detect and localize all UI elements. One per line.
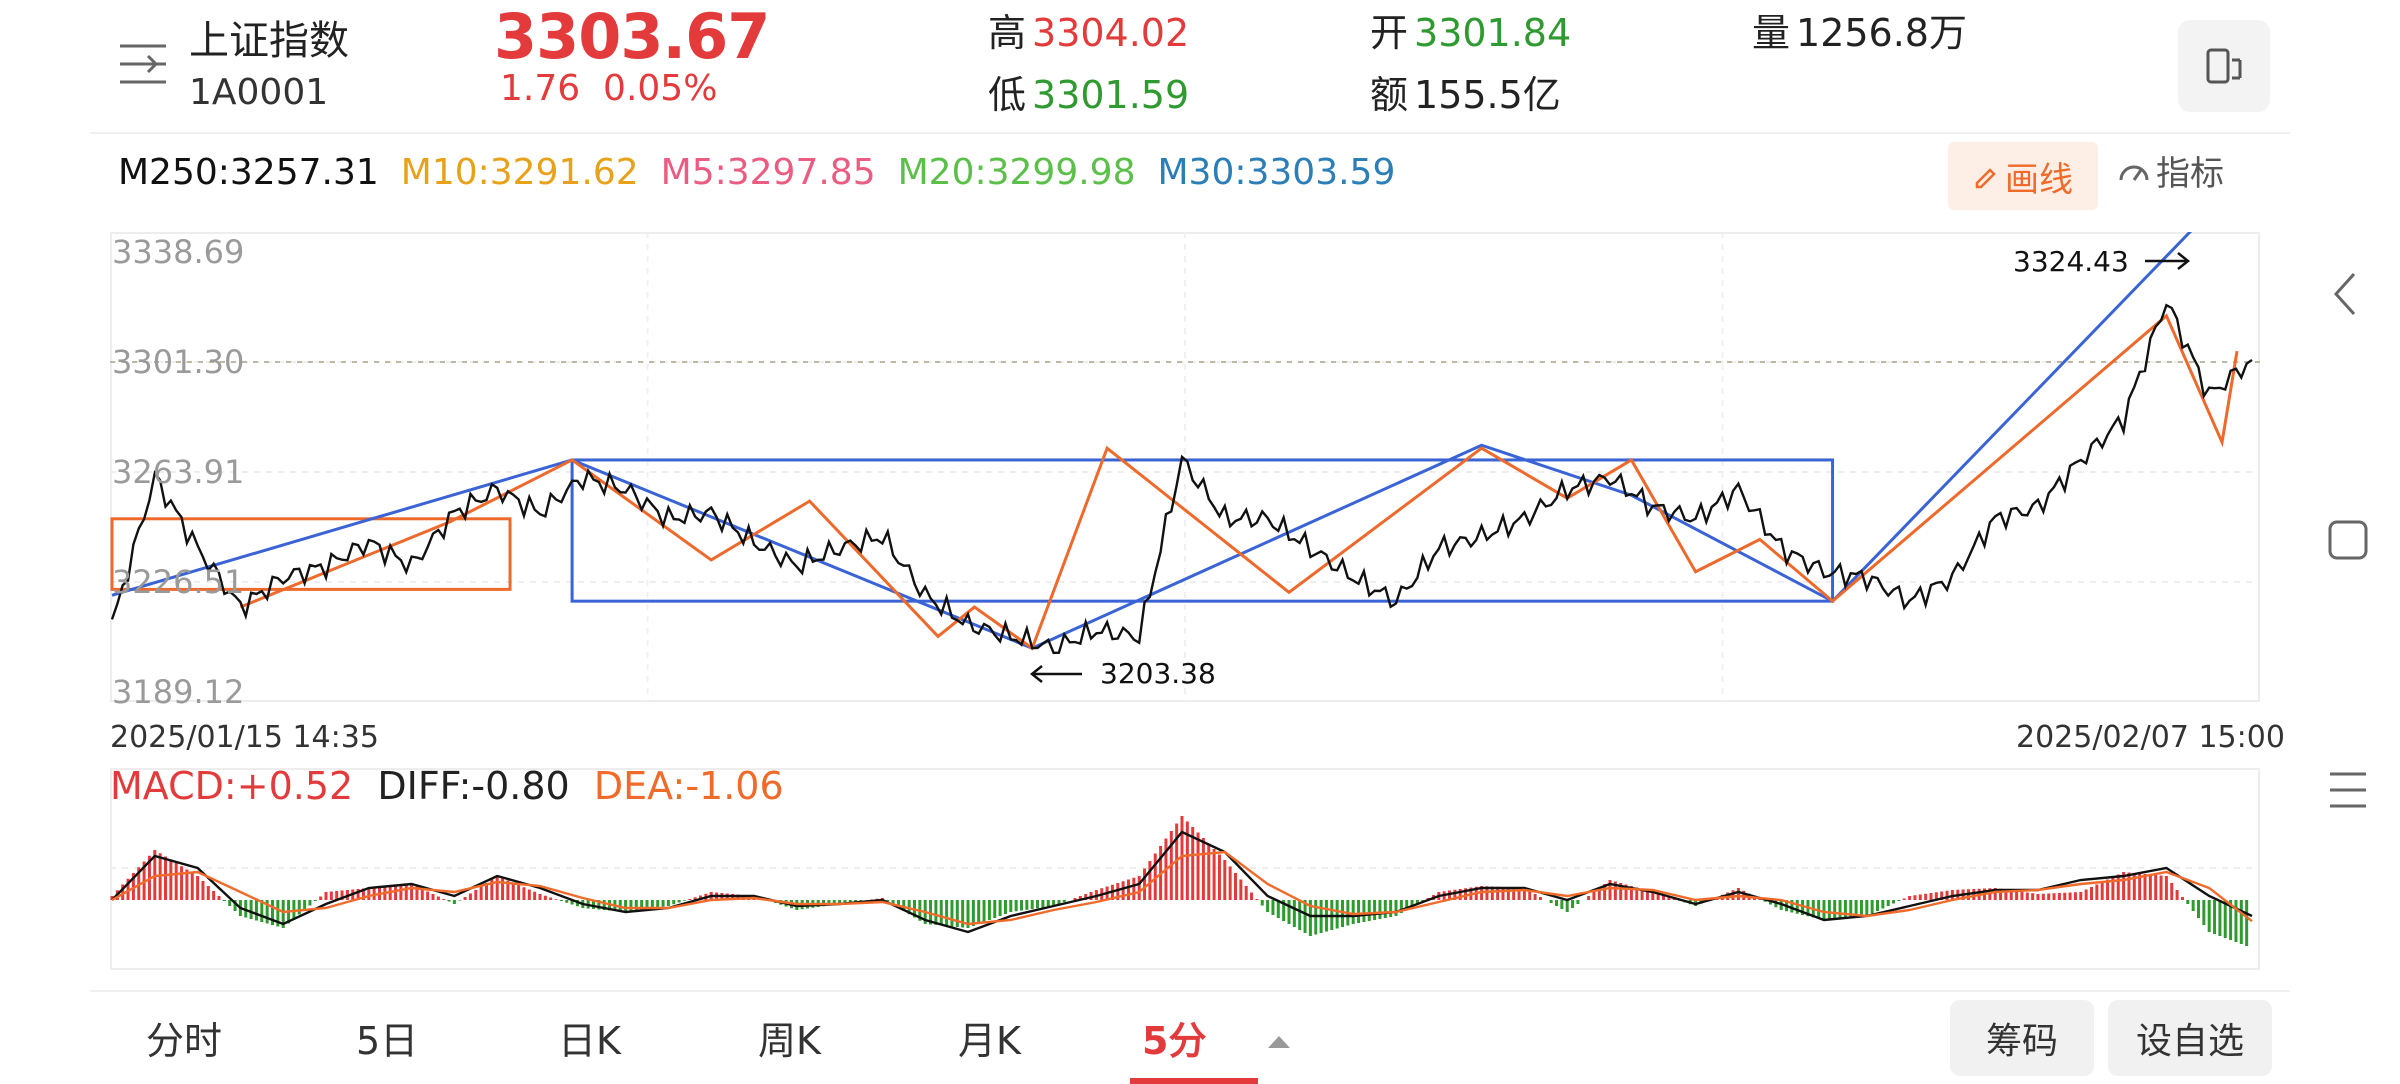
chips-button[interactable]: 筹码 bbox=[1950, 1000, 2094, 1076]
price-series bbox=[110, 303, 2253, 655]
tab-5min[interactable]: 5分 bbox=[1142, 1019, 1207, 1063]
indicator-label: 指标 bbox=[2156, 154, 2224, 194]
rotate-screen-icon bbox=[2206, 48, 2242, 84]
macd-grid bbox=[110, 768, 2260, 970]
indicator-button[interactable]: 指标 bbox=[2118, 146, 2224, 195]
ma10-label: M10:3291.62 bbox=[400, 152, 639, 193]
high-value: 3304.02 bbox=[1032, 11, 1190, 55]
add-watchlist-button[interactable]: 设自选 bbox=[2108, 1000, 2272, 1076]
drawn-trendlines bbox=[110, 232, 2239, 651]
pencil-icon bbox=[1975, 168, 1996, 189]
tab-weekly-k[interactable]: 周K bbox=[758, 1019, 821, 1063]
header-divider bbox=[90, 132, 2290, 134]
chart-grid bbox=[110, 232, 2260, 702]
low-label: 低 bbox=[988, 73, 1027, 117]
stock-name: 上证指数 bbox=[189, 18, 349, 64]
open-label: 开 bbox=[1370, 11, 1409, 55]
low-value: 3301.59 bbox=[1032, 73, 1190, 117]
ma30-label: M30:3303.59 bbox=[1157, 152, 1396, 193]
y-tick-label: 3301.30 bbox=[112, 343, 244, 381]
price-change: 1.76 0.05% bbox=[500, 68, 717, 109]
chart-end-date: 2025/02/07 15:00 bbox=[2016, 720, 2285, 755]
ma-legend: M250:3257.31 M10:3291.62 M5:3297.85 M20:329… bbox=[118, 152, 1417, 193]
macd-chart[interactable] bbox=[110, 768, 2260, 974]
high-annotation: 3324.43 bbox=[2013, 245, 2191, 278]
y-axis-labels: 3338.69 3301.30 3263.91 3226.51 3189.12 bbox=[112, 233, 244, 711]
dea-value: -1.06 bbox=[685, 764, 784, 808]
ma5-label: M5:3297.85 bbox=[660, 152, 876, 193]
macd-legend-diff: DIFF:-0.80 bbox=[377, 764, 570, 808]
tab-intraday[interactable]: 分时 bbox=[146, 1019, 223, 1063]
diff-value: -0.80 bbox=[471, 764, 570, 808]
back-nav-icon[interactable] bbox=[2326, 268, 2366, 320]
low-annotation-label: 3203.38 bbox=[1100, 657, 1216, 690]
amount-stat: 额 155.5亿 bbox=[1370, 64, 1561, 119]
orange-wave-lines bbox=[239, 313, 2239, 651]
macd-lines bbox=[111, 830, 2253, 934]
macd-legend-dea: DEA:-1.06 bbox=[593, 764, 784, 808]
tab-daily-k[interactable]: 日K bbox=[558, 1019, 621, 1063]
high-stat: 高 3304.02 bbox=[988, 2, 1189, 57]
price-line bbox=[110, 303, 2253, 655]
amount-value: 155.5亿 bbox=[1414, 73, 1561, 117]
change-percent: 0.05% bbox=[603, 68, 718, 109]
menu-icon[interactable] bbox=[118, 42, 168, 86]
y-tick-label: 3226.51 bbox=[112, 563, 244, 601]
open-value: 3301.84 bbox=[1414, 11, 1572, 55]
tab-monthly-k[interactable]: 月K bbox=[958, 1019, 1021, 1063]
orange-range-box bbox=[110, 517, 512, 591]
chart-start-date: 2025/01/15 14:35 bbox=[110, 720, 379, 755]
draw-line-button[interactable]: 画线 bbox=[1948, 142, 2098, 210]
tab-5day[interactable]: 5日 bbox=[356, 1019, 419, 1063]
y-tick-label: 3189.12 bbox=[112, 673, 244, 711]
gauge-icon bbox=[2119, 165, 2149, 181]
landscape-toggle-button[interactable] bbox=[2178, 20, 2270, 112]
tabs-divider bbox=[90, 990, 2290, 992]
volume-label: 量 bbox=[1752, 11, 1791, 55]
volume-value: 1256.8万 bbox=[1796, 11, 1967, 55]
amount-label: 额 bbox=[1370, 73, 1409, 117]
blue-range-box bbox=[570, 458, 1835, 603]
macd-legend-macd: MACD:+0.52 bbox=[110, 764, 354, 808]
dea-name: DEA bbox=[593, 764, 673, 808]
y-tick-label: 3263.91 bbox=[112, 453, 244, 491]
recents-nav-icon[interactable] bbox=[2326, 770, 2370, 810]
high-label: 高 bbox=[988, 11, 1027, 55]
low-stat: 低 3301.59 bbox=[988, 64, 1189, 119]
y-tick-label: 3338.69 bbox=[112, 233, 244, 271]
macd-value: +0.52 bbox=[236, 764, 354, 808]
price-chart[interactable]: 3338.69 3301.30 3263.91 3226.51 3189.12 3324… bbox=[110, 232, 2260, 712]
change-value: 1.76 bbox=[500, 68, 581, 109]
open-stat: 开 3301.84 bbox=[1370, 2, 1571, 57]
stock-code: 1A0001 bbox=[189, 72, 329, 113]
ma20-label: M20:3299.98 bbox=[897, 152, 1136, 193]
volume-stat: 量 1256.8万 bbox=[1752, 2, 1967, 57]
macd-name: MACD bbox=[110, 764, 224, 808]
ma250-label: M250:3257.31 bbox=[118, 152, 379, 193]
caret-up-icon[interactable] bbox=[1264, 1030, 1294, 1050]
active-tab-indicator bbox=[1130, 1078, 1258, 1084]
current-price: 3303.67 bbox=[494, 0, 770, 73]
diff-name: DIFF bbox=[377, 764, 459, 808]
dea-line bbox=[111, 850, 2253, 926]
home-nav-icon[interactable] bbox=[2326, 518, 2370, 562]
high-annotation-label: 3324.43 bbox=[2013, 245, 2129, 278]
draw-line-label: 画线 bbox=[2005, 159, 2073, 200]
macd-legend: MACD:+0.52 DIFF:-0.80 DEA:-1.06 bbox=[110, 764, 784, 808]
low-annotation: 3203.38 bbox=[1029, 657, 1216, 690]
